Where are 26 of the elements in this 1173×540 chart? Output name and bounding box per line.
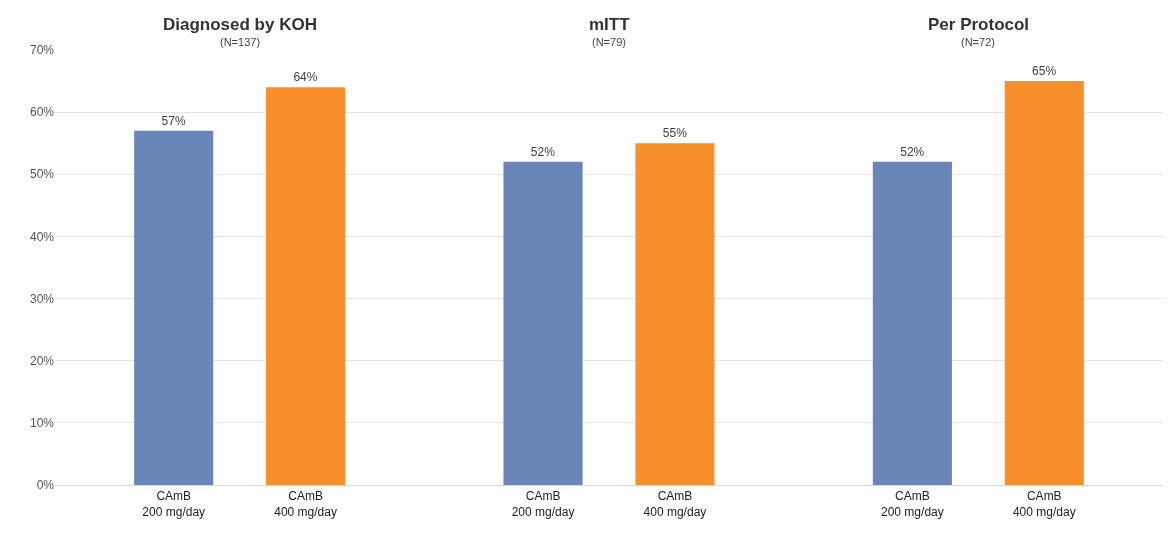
x-tick-label: CAmB 200 mg/day [881, 489, 944, 519]
chart-title: mITT [589, 15, 631, 34]
y-tick-label: 60% [29, 105, 55, 120]
data-label: 52% [530, 144, 556, 159]
data-label: 64% [293, 70, 318, 85]
x-tick-label: CAmB 400 mg/day [643, 489, 707, 519]
y-tick-label: 70% [29, 43, 55, 58]
chart-subtitle: (N=79) [592, 36, 626, 48]
x-tick-label: CAmB 400 mg/day [1012, 489, 1076, 519]
chart-subtitle: (N=72) [961, 36, 995, 48]
x-tick-label: CAmB 200 mg/day [142, 489, 206, 519]
y-tick-label: 50% [29, 167, 55, 182]
data-label: 57% [161, 113, 186, 128]
y-tick-label: 10% [29, 416, 55, 431]
data-label: 65% [1032, 64, 1057, 79]
y-tick-label: 20% [29, 353, 55, 368]
data-label: 52% [900, 144, 925, 159]
x-tick-label: CAmB 400 mg/day [274, 489, 337, 519]
y-tick-label: 0% [36, 478, 55, 493]
x-tick-label: CAmB 200 mg/day [511, 489, 575, 519]
data-label: 55% [662, 126, 688, 141]
chart-subtitle: (N=137) [220, 36, 261, 48]
chart-title: Diagnosed by KOH [163, 15, 317, 34]
y-tick-label: 30% [29, 291, 55, 306]
chart-title: Per Protocol [928, 15, 1030, 34]
y-tick-label: 40% [29, 229, 55, 244]
